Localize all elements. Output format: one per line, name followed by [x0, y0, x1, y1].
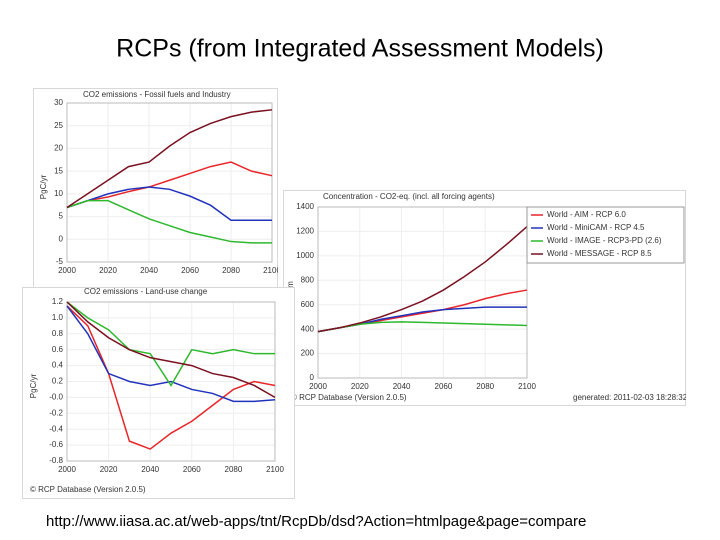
y-tick-label: 0 — [310, 373, 315, 382]
y-tick-label: -0.2 — [49, 408, 63, 417]
source-note: © RCP Database (Version 2.0.5) — [291, 393, 407, 402]
legend-label: World - IMAGE - RCP3-PD (2.6) — [547, 236, 662, 245]
x-tick-label: 2040 — [393, 382, 411, 391]
y-tick-label: 0.2 — [52, 377, 64, 386]
y-tick-label: 25 — [54, 121, 63, 130]
chart-title: CO2 emissions - Fossil fuels and Industr… — [83, 90, 231, 99]
x-tick-label: 2060 — [435, 382, 453, 391]
x-tick-label: 2060 — [181, 266, 199, 275]
series-line — [317, 225, 528, 333]
y-tick-label: 400 — [301, 324, 315, 333]
y-tick-label: -0.0 — [49, 393, 63, 402]
chart-background — [22, 287, 295, 499]
y-tick-label: 30 — [54, 98, 63, 107]
y-tick-label: 0.6 — [52, 345, 64, 354]
y-tick-label: -0.6 — [49, 440, 63, 449]
chart: CO2 emissions - Fossil fuels and Industr… — [33, 88, 281, 288]
x-tick-label: 2020 — [99, 266, 117, 275]
y-tick-label: 800 — [301, 275, 315, 284]
legend-label: World - AIM - RCP 6.0 — [547, 210, 626, 219]
y-tick-label: -0.8 — [49, 456, 63, 465]
y-tick-label: 1000 — [296, 251, 314, 260]
x-tick-label: 2080 — [476, 382, 494, 391]
series-line — [66, 199, 272, 244]
y-tick-label: 0 — [59, 234, 64, 243]
series-line — [66, 301, 276, 399]
legend-label: World - MiniCAM - RCP 4.5 — [547, 223, 645, 232]
x-tick-label: 2100 — [263, 266, 281, 275]
y-tick-label: 10 — [54, 189, 63, 198]
x-tick-label: 2100 — [266, 465, 284, 474]
source-url: http://www.iiasa.ac.at/web-apps/tnt/RcpD… — [46, 513, 586, 530]
x-tick-label: 2100 — [518, 382, 536, 391]
legend-label: World - MESSAGE - RCP 8.5 — [547, 249, 652, 258]
series-line — [66, 305, 276, 403]
chart: CO2 emissions - Land-use change PgC/yr -0.… — [22, 287, 295, 499]
y-tick-label: 0.4 — [52, 361, 64, 370]
x-tick-label: 2000 — [58, 465, 76, 474]
slide-title: RCPs (from Integrated Assessment Models) — [116, 35, 604, 63]
y-tick-label: 15 — [54, 166, 63, 175]
series-line — [317, 321, 528, 333]
chart-title: CO2 emissions - Land-use change — [84, 287, 208, 296]
generated-note: generated: 2011-02-03 18:28:32 — [573, 393, 688, 402]
x-tick-label: 2080 — [222, 266, 240, 275]
x-tick-label: 2000 — [58, 266, 76, 275]
x-tick-label: 2040 — [141, 465, 159, 474]
series-line — [66, 161, 273, 209]
chart: Concentration - CO2-eq. (incl. all forci… — [283, 190, 688, 406]
y-tick-label: 1.2 — [52, 297, 64, 306]
series-line — [66, 301, 275, 387]
chart-title: Concentration - CO2-eq. (incl. all forci… — [323, 192, 495, 201]
y-tick-label: -0.4 — [49, 424, 63, 433]
x-tick-label: 2020 — [351, 382, 369, 391]
y-tick-label: 200 — [301, 349, 315, 358]
plot-frame — [66, 301, 276, 462]
legend-box — [526, 206, 685, 264]
y-tick-label: 5 — [59, 212, 64, 221]
y-axis-label: PgC/yr — [39, 174, 48, 199]
series-line — [66, 305, 276, 450]
series-line — [66, 186, 272, 221]
y-axis-label: PgC/yr — [29, 373, 38, 398]
y-tick-label: -5 — [56, 257, 64, 266]
series-line — [66, 109, 273, 209]
y-tick-label: 1.0 — [52, 313, 64, 322]
x-tick-label: 2080 — [225, 465, 243, 474]
y-tick-label: 600 — [301, 300, 315, 309]
x-tick-label: 2060 — [183, 465, 201, 474]
plot-frame — [317, 206, 528, 379]
source-note: © RCP Database (Version 2.0.5) — [30, 485, 146, 494]
x-tick-label: 2000 — [309, 382, 327, 391]
x-tick-label: 2020 — [100, 465, 118, 474]
y-tick-label: 20 — [54, 144, 63, 153]
y-tick-label: 1400 — [296, 202, 314, 211]
x-tick-label: 2040 — [140, 266, 158, 275]
plot-frame — [66, 102, 273, 263]
y-tick-label: 0.8 — [52, 329, 64, 338]
y-tick-label: 1200 — [296, 227, 314, 236]
